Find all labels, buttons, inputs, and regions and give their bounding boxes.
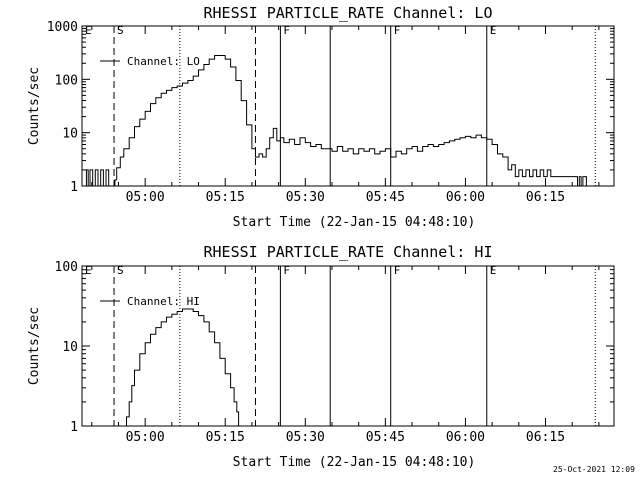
y-tick-label: 10 [62, 127, 78, 142]
time-marker-label: F [283, 264, 290, 277]
x-axis-label: Start Time (22-Jan-15 04:48:10) [233, 455, 476, 470]
chart-title: RHESSI PARTICLE_RATE Channel: HI [204, 243, 493, 261]
y-axis-label: Counts/sec [27, 307, 42, 385]
time-marker-label: F [394, 24, 401, 37]
timestamp: 25-Oct-2021 12:09 [553, 465, 635, 474]
x-tick-label: 06:00 [446, 190, 485, 205]
time-marker-label: S [117, 264, 124, 277]
legend-label: Channel: HI [127, 295, 200, 308]
time-marker-label: F [394, 264, 401, 277]
plot-frame [81, 25, 615, 187]
time-marker-label: F [283, 24, 290, 37]
time-marker-label: E [490, 264, 497, 277]
x-tick-label: 05:30 [286, 430, 325, 445]
y-tick-label: 1000 [47, 20, 78, 35]
x-tick-label: 05:00 [126, 430, 165, 445]
time-marker-label: S [117, 24, 124, 37]
legend-label: Channel: LO [127, 55, 200, 68]
panel-1: RHESSI PARTICLE_RATE Channel: HI 05:00 05:… [27, 243, 615, 470]
x-tick-label: 06:15 [526, 190, 565, 205]
y-tick-label: 1 [70, 180, 78, 195]
x-tick-label: 05:45 [366, 190, 405, 205]
y-tick-label: 100 [55, 260, 78, 275]
y-tick-label: 10 [62, 340, 78, 355]
x-tick-label: 05:15 [206, 430, 245, 445]
plot-frame [81, 265, 615, 427]
y-tick-label: 1 [70, 420, 78, 435]
x-tick-label: 06:15 [526, 430, 565, 445]
time-marker-label: E [490, 24, 497, 37]
x-tick-label: 05:00 [126, 190, 165, 205]
x-tick-label: 05:30 [286, 190, 325, 205]
x-tick-label: 05:15 [206, 190, 245, 205]
x-tick-label: 06:00 [446, 430, 485, 445]
series-line [82, 55, 590, 187]
y-axis-label: Counts/sec [27, 67, 42, 145]
x-tick-label: 05:45 [366, 430, 405, 445]
time-marker-label: E [85, 264, 92, 277]
panel-0: RHESSI PARTICLE_RATE Channel: LO 05:00 05:… [27, 4, 615, 230]
series-line [124, 308, 240, 427]
y-tick-label: 100 [55, 73, 78, 88]
x-axis-label: Start Time (22-Jan-15 04:48:10) [233, 215, 476, 230]
chart-title: RHESSI PARTICLE_RATE Channel: LO [204, 4, 493, 22]
time-marker-label: E [85, 24, 92, 37]
